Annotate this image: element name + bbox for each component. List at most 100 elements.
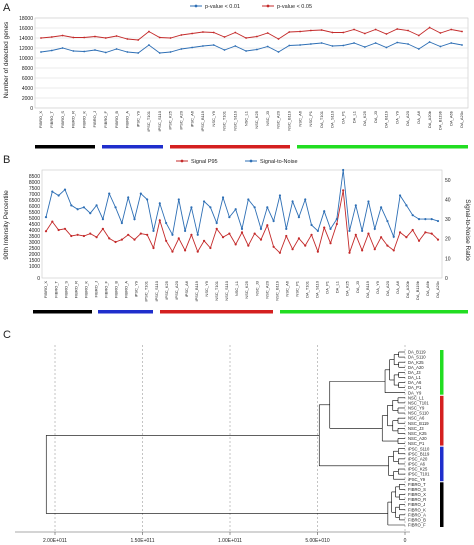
data-point <box>158 36 161 39</box>
x-tick-label: iPSC_S110 <box>157 110 162 131</box>
x-tick-label: FIBRO_S <box>63 281 68 298</box>
data-point <box>291 248 294 251</box>
x-tick-label: DA_P1 <box>340 110 345 123</box>
x-tick-label: NSC_T101 <box>214 280 219 301</box>
data-point <box>417 239 421 242</box>
data-point <box>430 217 433 221</box>
leaf-label: NSC_A6 <box>408 416 425 421</box>
leaf-label: DA_Y9 <box>408 390 422 395</box>
data-point <box>335 217 338 221</box>
x-tick-label: NSC_T101 <box>222 110 227 131</box>
data-point <box>234 45 237 47</box>
x-tick-label: DA_L1 <box>335 280 340 293</box>
panel-b-ylabel: 90th Intensity Percentile <box>3 190 10 260</box>
data-point <box>212 31 215 34</box>
y-tick-label: 6000 <box>22 76 33 82</box>
group-bar-ipsc <box>102 145 163 149</box>
group-bar-fibro <box>35 145 95 149</box>
data-point <box>70 234 73 238</box>
x-tick-label: FIBRO_B <box>114 111 119 128</box>
data-point <box>209 206 212 209</box>
data-point <box>215 227 218 230</box>
data-point <box>348 229 351 232</box>
data-point <box>40 37 42 39</box>
data-point <box>234 208 237 211</box>
data-point <box>169 51 172 53</box>
x-tick-label: iPSC_K25 <box>164 280 169 299</box>
plot-frame <box>34 17 469 109</box>
x-tick-label: iPSC_A20 <box>179 110 184 129</box>
x-tick-label: DA_B119b <box>415 280 420 300</box>
leaf-label: DA_B119 <box>408 350 426 355</box>
data-point <box>234 243 237 246</box>
data-point <box>316 229 319 232</box>
data-point <box>428 26 431 29</box>
data-point <box>228 216 231 219</box>
x-tick-label: iPSC_B119 <box>194 280 199 301</box>
data-point <box>61 34 64 37</box>
leaf-label: iPSC_B119 <box>408 451 430 456</box>
data-point <box>51 190 54 193</box>
data-point <box>392 249 395 252</box>
series-line <box>45 169 439 239</box>
panel-b-group-bars <box>33 310 468 314</box>
x-tick-label: DA_T101 <box>305 280 310 298</box>
data-point <box>101 227 105 230</box>
data-point <box>266 206 269 209</box>
data-point <box>407 29 409 32</box>
leaf-label: FIBRO_B <box>408 518 426 523</box>
data-point <box>247 198 250 201</box>
data-point <box>127 233 130 236</box>
data-point <box>190 206 193 209</box>
data-point <box>299 30 301 33</box>
data-point <box>323 226 326 229</box>
leaf-label: FIBRO_S <box>408 487 426 492</box>
x-tick-label: NSC_A20 <box>264 280 269 299</box>
data-point <box>72 36 75 39</box>
data-point <box>285 234 288 238</box>
data-point <box>335 222 338 226</box>
leaf-label: FIBRO_A <box>408 512 426 517</box>
data-point <box>288 31 291 33</box>
x-tick-label: NSC_S110 <box>224 280 229 300</box>
data-point <box>158 219 161 222</box>
data-point <box>304 198 307 201</box>
x-tick-label: DA_A20 <box>405 110 410 126</box>
data-point <box>304 244 307 247</box>
series-line <box>40 41 463 54</box>
group-bar-nsc <box>170 145 290 149</box>
y2-tick-label: 50 <box>445 178 451 184</box>
leaf-label: FIBRO_R <box>408 497 426 502</box>
cluster-bar-nsc <box>440 395 444 446</box>
x-tick-label: DA_B119 <box>365 280 370 298</box>
data-point <box>76 208 79 211</box>
panel-b-label: B <box>3 154 10 166</box>
x-tick-label: 5.00E+010 <box>305 538 330 544</box>
data-point <box>108 192 111 195</box>
group-bar-fibro <box>33 310 92 314</box>
data-point <box>83 50 86 53</box>
data-point <box>354 204 357 207</box>
leaf-label: DA_A20 <box>408 365 424 370</box>
x-tick-label: iPSC_A6 <box>189 110 194 127</box>
data-point <box>183 249 187 252</box>
y-tick-label: 14000 <box>19 36 33 42</box>
panel-b-legend: Signal P95 Signal-to-Noise <box>176 159 298 165</box>
group-bar-ipsc <box>98 310 153 314</box>
data-point <box>234 31 237 34</box>
x-tick-label: iPSC_B119 <box>200 110 205 131</box>
x-tick-label: FIBRO_R <box>71 111 76 128</box>
data-point <box>165 239 168 242</box>
panel-c-dendrogram: 2.00E+011 1.50E+011 1.00E+011 5.00E+010 0 DA_… <box>15 345 444 544</box>
y-tick-label: 4000 <box>29 228 40 234</box>
y-tick-label: 6500 <box>29 198 40 204</box>
panel-c-label: C <box>3 329 11 341</box>
x-tick-label: NSC_A6 <box>297 110 302 126</box>
data-point <box>139 192 142 195</box>
data-point <box>139 232 142 235</box>
x-tick-label: NSC_L1 <box>243 110 248 126</box>
data-point <box>309 29 312 32</box>
x-tick-label: FIBRO_X <box>43 281 48 298</box>
data-point <box>209 246 212 250</box>
y-tick-label: 8500 <box>29 174 40 180</box>
